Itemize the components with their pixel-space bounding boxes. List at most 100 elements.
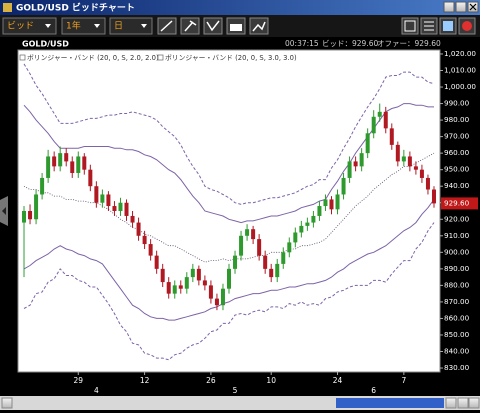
dropdown-text: 1年	[66, 20, 81, 32]
candle-body	[184, 277, 189, 289]
minimize-button[interactable]	[443, 1, 455, 13]
x-tick-label: 12	[140, 376, 150, 385]
candle-body	[317, 206, 322, 216]
window-tools	[401, 17, 476, 35]
candle-body	[136, 222, 141, 236]
candle-body	[329, 199, 334, 210]
candle-body	[347, 161, 352, 178]
close-icon	[469, 3, 477, 11]
dropdown-box	[2, 17, 57, 35]
maximize-button[interactable]	[455, 1, 467, 13]
interval-dropdown[interactable]: 日	[109, 17, 153, 35]
legend-checkbox[interactable]	[19, 54, 26, 61]
candle-body	[245, 229, 250, 236]
candle-body	[214, 298, 219, 306]
tool-buttons	[157, 17, 269, 35]
last-price-label: 929.60	[444, 198, 470, 207]
candle-body	[419, 169, 424, 178]
fib-tool[interactable]	[203, 17, 223, 35]
y-tick-label: 1,010.00	[444, 65, 476, 74]
candle-body	[299, 225, 304, 233]
scroll-left[interactable]	[1, 397, 13, 409]
candle-body	[70, 161, 75, 173]
candle-body	[377, 111, 382, 117]
x-tick-label: 26	[206, 376, 216, 385]
title-bar	[0, 0, 480, 15]
y-tick-label: 990.00	[444, 99, 470, 108]
clock: 00:37:15	[285, 39, 319, 48]
tool-icon	[252, 21, 266, 32]
candle-body	[395, 144, 400, 162]
y-tick-label: 950.00	[444, 165, 470, 174]
dropdown-arrow	[141, 24, 147, 28]
candle-body	[34, 194, 39, 220]
dropdown-box	[61, 17, 106, 35]
y-tick-label: 860.00	[444, 313, 470, 322]
tool-icon	[206, 20, 220, 32]
zoom-out[interactable]	[457, 397, 469, 409]
candle-body	[112, 206, 117, 211]
dropdown-box	[109, 17, 153, 35]
candle-body	[227, 268, 231, 289]
candle-body	[257, 239, 262, 256]
candle-body	[335, 194, 340, 210]
candle-body	[94, 186, 99, 203]
app-icon	[3, 3, 12, 12]
candle-body	[371, 116, 376, 134]
dropdown-text: 日	[114, 21, 123, 32]
candle-body	[359, 153, 364, 167]
tool-icon	[462, 21, 472, 31]
y-tick-label: 960.00	[444, 148, 470, 157]
scroll-right[interactable]	[445, 397, 457, 409]
candle-body	[52, 156, 57, 167]
candle-body	[178, 285, 183, 289]
candle-body	[263, 255, 268, 269]
month-label: 6	[371, 386, 376, 395]
candle-body	[148, 244, 153, 256]
last-price-marker	[441, 197, 478, 210]
candle-body	[239, 235, 244, 256]
zoom-in[interactable]	[468, 397, 480, 409]
price-type-dropdown[interactable]: ビッド	[2, 17, 57, 35]
candle-body	[28, 211, 33, 220]
tool-icon	[184, 20, 197, 32]
candle-body	[40, 177, 45, 195]
candle-body	[82, 156, 87, 170]
candle-body	[142, 235, 147, 245]
band-lower	[23, 199, 435, 321]
period-dropdown[interactable]: 1年	[61, 17, 106, 35]
candle-body	[202, 280, 207, 286]
layout-button[interactable]	[401, 17, 419, 35]
candle-body	[269, 268, 274, 278]
candle-body	[88, 169, 93, 187]
tool-icon	[230, 24, 242, 31]
candle-body	[293, 232, 298, 243]
candle-body	[58, 153, 63, 167]
candle-body	[100, 194, 105, 203]
y-tick-label: 850.00	[444, 330, 470, 339]
candle-body	[305, 222, 310, 226]
band-upper	[23, 63, 435, 205]
scroll-thumb[interactable]	[336, 398, 444, 408]
candle-body	[341, 177, 346, 195]
candle-body	[190, 268, 195, 278]
y-tick-label: 980.00	[444, 115, 470, 124]
candle-body	[251, 229, 256, 240]
dropdown-text: ビッド	[7, 21, 34, 32]
candle-body	[389, 128, 394, 145]
dropdown-arrow	[94, 24, 100, 28]
candle-body	[154, 255, 159, 269]
x-tick-label: 29	[74, 376, 84, 385]
tool-icon	[160, 20, 173, 32]
candle-body	[233, 255, 238, 269]
y-tick-label: 870.00	[444, 297, 470, 306]
tool-icon	[424, 21, 434, 31]
candle-body	[413, 166, 418, 170]
candle-body	[160, 268, 165, 283]
tool-icon	[404, 20, 416, 32]
legend-entry: ボリンジャー・バンド (20, 0, S, 2.0, 2.0)	[27, 54, 159, 62]
legend-checkbox[interactable]	[157, 54, 164, 61]
y-tick-label: 910.00	[444, 231, 470, 240]
y-tick-label: 880.00	[444, 280, 470, 289]
